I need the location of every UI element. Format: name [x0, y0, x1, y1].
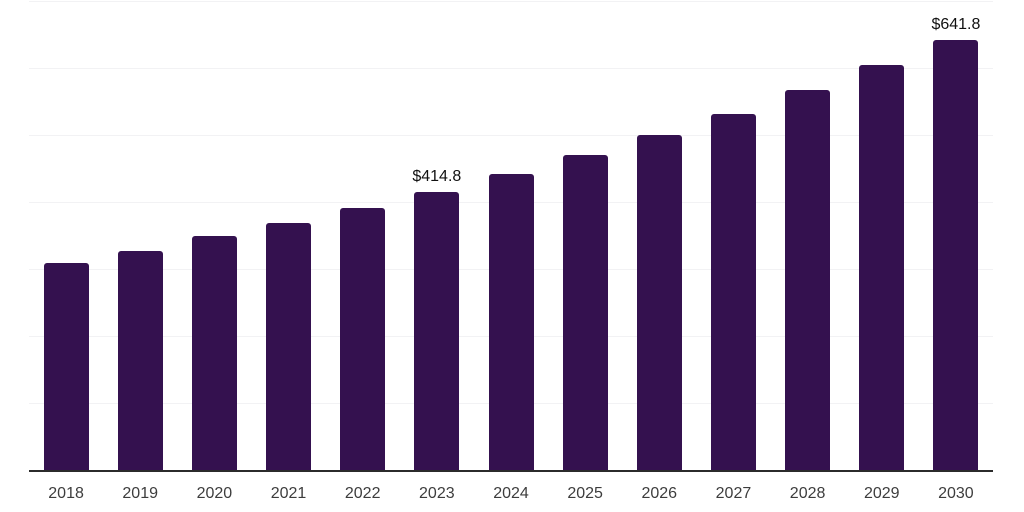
x-axis-label-2023: 2023 — [419, 485, 455, 502]
bar-2029 — [859, 65, 905, 470]
x-axis-label-2019: 2019 — [122, 485, 158, 502]
bar-value-label-2023: $414.8 — [412, 168, 462, 186]
bar-value-label-2030: $641.8 — [931, 16, 981, 33]
bar-2030 — [933, 40, 979, 470]
bar-2022 — [340, 207, 386, 470]
x-axis-label-2024: 2024 — [493, 485, 529, 502]
x-axis-label-2026: 2026 — [641, 485, 678, 502]
x-axis-label-2028: 2028 — [789, 485, 826, 502]
bar-2028 — [785, 90, 831, 470]
gridline-700 — [29, 1, 993, 2]
bar-2021 — [266, 223, 312, 470]
x-axis-label-2027: 2027 — [715, 485, 752, 502]
x-axis-label-2030: 2030 — [938, 485, 974, 502]
x-axis: 2018 2019 2020 2021 2022 2023 2024 2025 2026 2027… — [29, 486, 993, 504]
bar-2019 — [117, 250, 163, 470]
bar-2023 — [414, 192, 460, 470]
bar-2026 — [636, 135, 682, 470]
bar-2027 — [710, 114, 756, 470]
gridline-500 — [29, 135, 993, 136]
x-axis-label-2018: 2018 — [48, 485, 84, 502]
bar-2018 — [43, 262, 89, 470]
gridline-600 — [29, 68, 993, 69]
x-axis-label-2020: 2020 — [196, 485, 233, 502]
x-axis-label-2029: 2029 — [863, 485, 900, 502]
bar-2024 — [488, 173, 534, 470]
bar-chart: $414.8 $641.8 2018 2019 2020 2021 2022 2023 202… — [29, 1, 993, 512]
x-axis-label-2021: 2021 — [270, 485, 307, 502]
plot-area: $414.8 $641.8 — [29, 1, 993, 472]
bar-2020 — [191, 235, 237, 470]
x-axis-label-2025: 2025 — [567, 485, 603, 502]
x-axis-label-2022: 2022 — [344, 485, 381, 502]
bar-2025 — [562, 154, 608, 470]
